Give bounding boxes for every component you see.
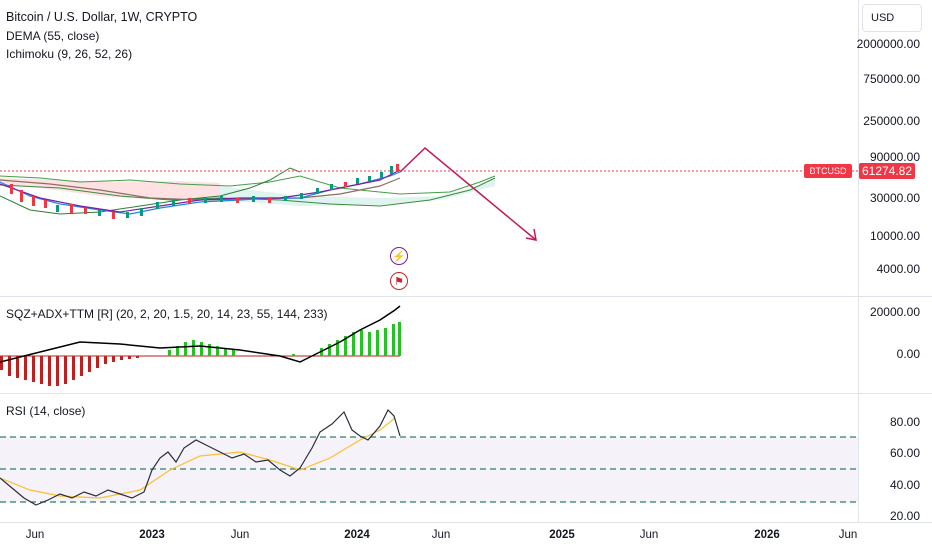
time-label-jun-2025: Jun (639, 529, 659, 541)
time-label-2024: 2024 (344, 529, 370, 541)
rsi-label-60: 60.00 (889, 446, 920, 460)
rsi-label-80: 80.00 (889, 415, 920, 429)
sqz-histogram (0, 356, 139, 386)
sqz-histogram-positive (168, 322, 401, 356)
pane-separator-1[interactable] (0, 296, 932, 297)
rsi-axis[interactable]: 80.00 60.00 40.00 20.00 (858, 394, 932, 523)
candles (10, 164, 399, 219)
sqz-label-20000: 20000.00 (869, 305, 920, 319)
rsi-label-40: 40.00 (889, 478, 920, 492)
lightning-icon[interactable]: ⚡ (390, 247, 408, 265)
time-label-jun-2024: Jun (431, 529, 451, 541)
ichimoku-legend[interactable]: Ichimoku (9, 26, 52, 26) (6, 47, 133, 61)
ichimoku-lagging (0, 167, 301, 215)
time-label-jun-2026: Jun (838, 529, 858, 541)
price-label-30000: 30000.00 (869, 191, 920, 205)
time-label-2025: 2025 (549, 529, 575, 541)
us-flag-icon[interactable]: ⚑ (390, 272, 408, 290)
sqz-label-0: 0.00 (896, 347, 920, 361)
sqz-pane[interactable]: SQZ+ADX+TTM [R] (20, 2, 20, 1.5, 20, 14,… (0, 297, 858, 393)
projection-arrow (399, 146, 537, 241)
price-label-10000: 10000.00 (869, 229, 920, 243)
time-label-2026: 2026 (754, 529, 780, 541)
ichimoku-cloud-red (0, 178, 220, 200)
rsi-pane[interactable]: RSI (14, close) (0, 394, 858, 522)
ichimoku-span-b (0, 177, 496, 207)
ichimoku-span-a (0, 175, 496, 195)
price-label-750000: 750000.00 (863, 72, 920, 86)
time-label-jun-2023: Jun (230, 529, 250, 541)
sqz-adx-line (0, 305, 401, 363)
time-label-jun-2022: Jun (25, 529, 45, 541)
price-label-2000000: 2000000.00 (856, 37, 920, 51)
price-label-4000: 4000.00 (876, 262, 920, 276)
pane-separator-2[interactable] (0, 393, 932, 394)
rsi-line (0, 408, 401, 506)
price-axis[interactable]: 2000000.00 750000.00 250000.00 90000.00 … (856, 0, 932, 296)
time-label-2023: 2023 (139, 529, 165, 541)
currency-button[interactable]: USD (862, 4, 922, 32)
rsi-legend[interactable]: RSI (14, close) (6, 404, 86, 418)
ichimoku-kijun (0, 177, 401, 201)
price-pane[interactable]: Bitcoin / U.S. Dollar, 1W, CRYPTO DEMA (… (0, 0, 858, 296)
sqz-legend[interactable]: SQZ+ADX+TTM [R] (20, 2, 20, 1.5, 20, 14,… (6, 307, 328, 321)
price-label-90000: 90000.00 (869, 150, 920, 164)
dema-legend[interactable]: DEMA (55, close) (6, 29, 100, 43)
symbol-title[interactable]: Bitcoin / U.S. Dollar, 1W, CRYPTO (6, 10, 198, 24)
current-price-tag: 61274.82 (859, 163, 915, 179)
sqz-axis[interactable]: 20000.00 0.00 (858, 297, 932, 393)
price-label-250000: 250000.00 (863, 114, 920, 128)
time-axis[interactable]: Jun 2023 Jun 2024 Jun 2025 Jun 2026 Jun (0, 522, 932, 550)
projection-arrowhead (525, 228, 537, 241)
ichimoku-cloud-green (220, 178, 495, 206)
rsi-label-20: 20.00 (889, 509, 920, 523)
chart-canvas[interactable] (0, 0, 858, 522)
